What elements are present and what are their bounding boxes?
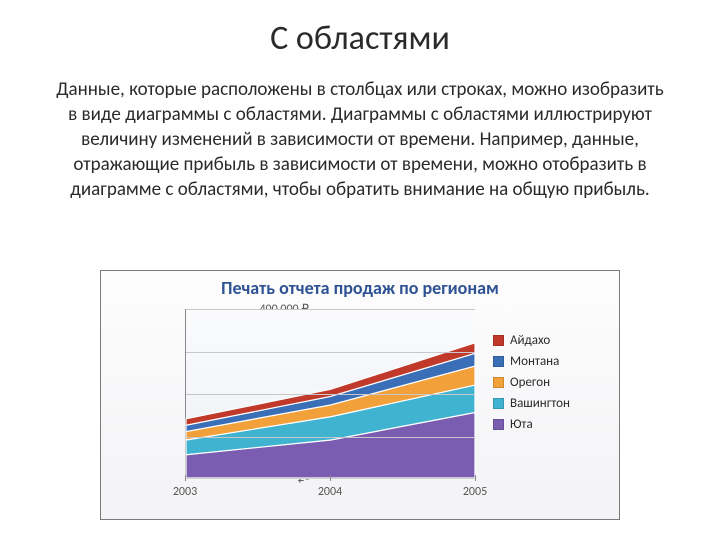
legend-label: Орегон [510,375,550,390]
area-chart: Печать отчета продаж по регионам ₽-100 0… [100,270,620,520]
gridline [186,352,475,353]
legend-label: Вашингтон [510,396,570,411]
legend-item: Юта [493,417,605,432]
legend-swatch [493,398,504,409]
x-tick-label: 2003 [155,485,215,499]
x-tick [475,475,476,481]
legend-swatch [493,377,504,388]
legend-item: Айдахо [493,333,605,348]
legend-label: Айдахо [510,333,550,348]
legend-label: Монтана [510,354,559,369]
legend-item: Монтана [493,354,605,369]
legend-label: Юта [510,417,533,432]
legend-swatch [493,356,504,367]
x-tick-label: 2005 [445,485,505,499]
x-tick-label: 2004 [300,485,360,499]
page-title: С областями [36,18,684,59]
legend-item: Орегон [493,375,605,390]
x-tick [330,475,331,481]
gridline [186,437,475,438]
slide: С областями Данные, которые расположены … [0,0,720,540]
body-text: Данные, которые расположены в столбцах и… [56,77,664,202]
legend-swatch [493,419,504,430]
legend-swatch [493,335,504,346]
legend-item: Вашингтон [493,396,605,411]
gridline [186,394,475,395]
plot-area [185,309,475,479]
gridline [186,309,475,310]
x-tick [185,475,186,481]
chart-inner: ₽-100 000 ₽200 000 ₽300 000 ₽400 000 ₽ 2… [115,305,605,509]
legend: Айдахо Монтана Орегон Вашингтон Юта [493,333,605,438]
chart-title: Печать отчета продаж по регионам [101,271,619,299]
